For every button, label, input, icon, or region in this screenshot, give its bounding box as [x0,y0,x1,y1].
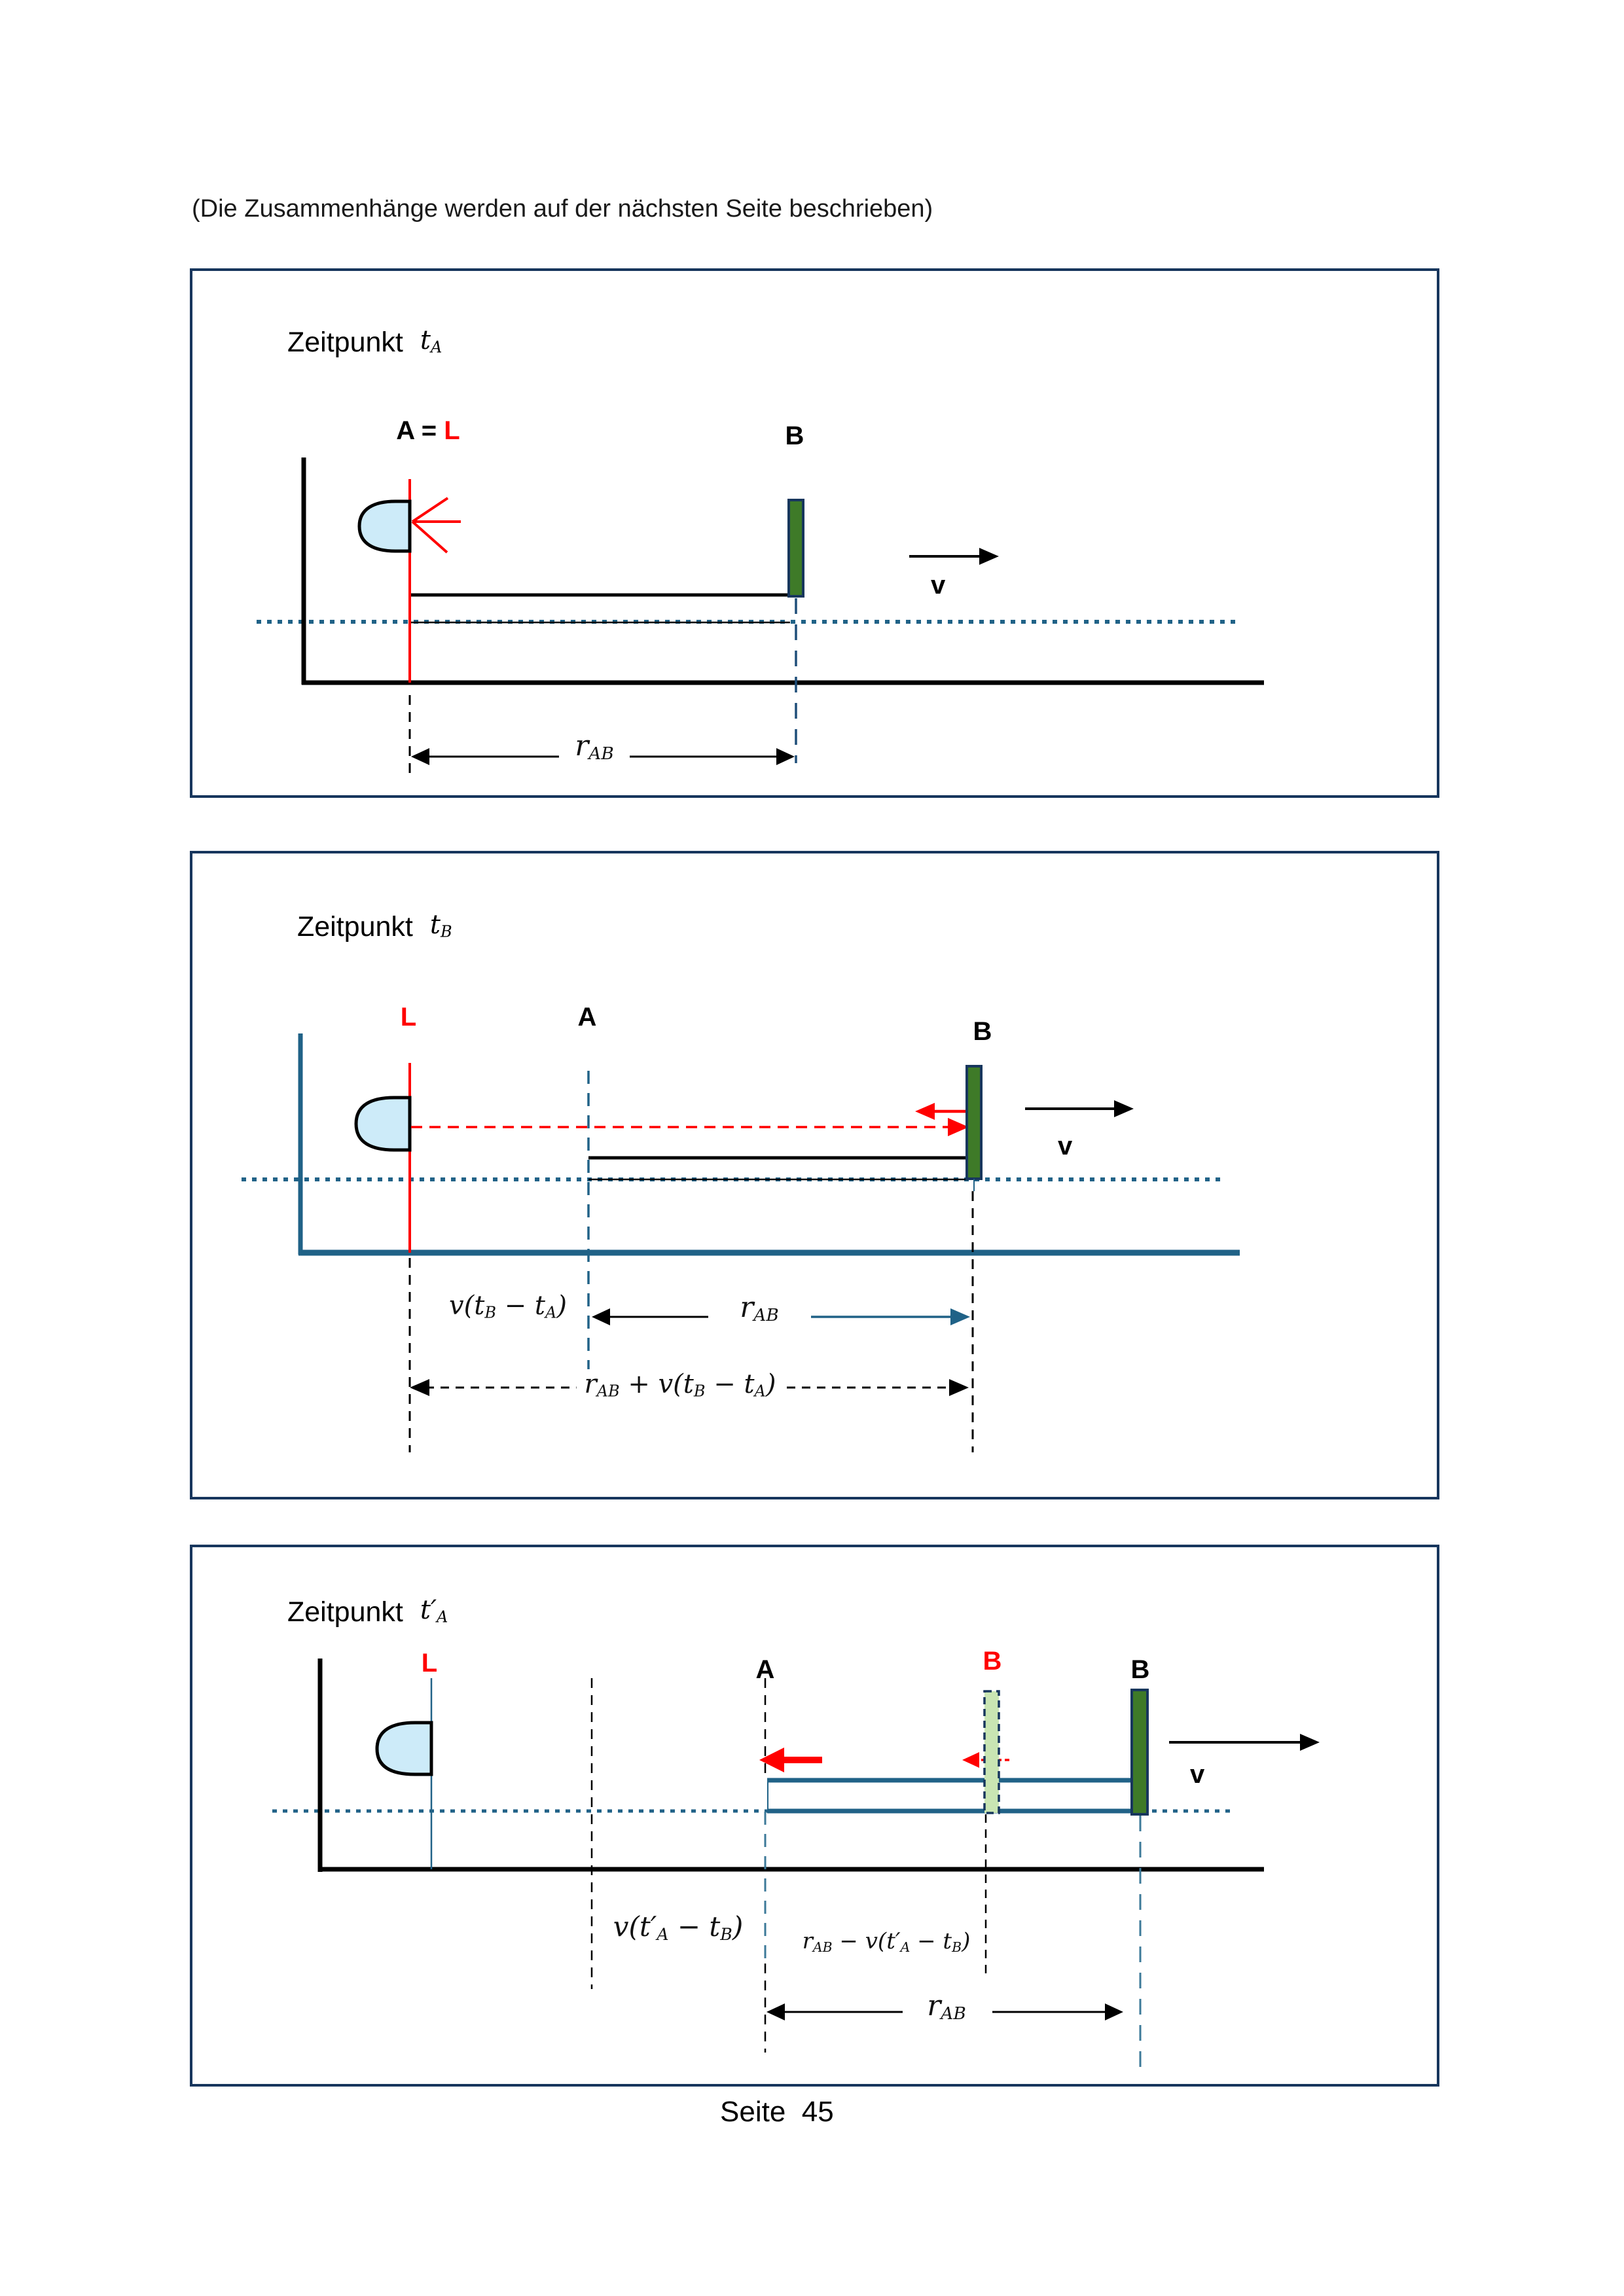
mirror-bar [787,499,804,598]
label-a: A = [396,416,444,445]
panel-time-ta: Zeitpunkt tA A = L B v rAB [190,268,1439,798]
mirror-bar [965,1065,983,1180]
label-b: B [973,1017,992,1046]
formula-reduced: rAB − v(t′A − tB) [802,1928,971,1955]
lamp-icon [357,499,412,553]
diagram-ta [257,457,1264,780]
mirror-bar-ghost [983,1690,1000,1814]
diagram-ta-prime [272,1659,1320,2071]
distance-arrow-rab [592,1308,970,1325]
lamp-icon [375,1721,433,1776]
light-beam-dashed-arrow [411,1118,969,1136]
formula-rab: rAB [740,1291,779,1326]
label-l: L [421,1649,438,1677]
label-b-text: B [785,422,804,450]
page-number: Seite 45 [720,2096,834,2128]
mirror-bar [1130,1689,1149,1816]
reflected-beam-arrow [915,1103,967,1120]
time-symbol: t′A [420,1595,448,1626]
distance-arrow-rab [411,748,795,765]
diagram-tb [242,1033,1240,1452]
label-a: A [755,1655,775,1684]
velocity-arrow [1169,1734,1320,1751]
panel-title: Zeitpunkt t′A [287,1595,448,1628]
label-l: L [400,1003,417,1031]
lamp-icon [354,1096,412,1152]
light-flash-icon [411,497,461,554]
label-velocity: v [1190,1760,1205,1789]
formula-total: rAB + v(tB − tA) [576,1369,784,1401]
panel-title-word: Zeitpunkt [297,911,413,942]
panel-time-tb: Zeitpunkt tB L A B v v(tB − tA) rAB rAB … [190,851,1439,1499]
label-b: B [1130,1655,1150,1684]
panel-title-word: Zeitpunkt [287,1596,403,1628]
time-symbol: tA [420,325,442,357]
velocity-arrow [1025,1100,1134,1117]
label-velocity: v [931,571,946,600]
arriving-light-arrow [759,1748,822,1772]
label-velocity: v [1058,1132,1073,1160]
panel-title: Zeitpunkt tA [287,325,442,359]
distance-arrow-rab [767,2003,1123,2020]
label-l: L [444,416,460,445]
formula-rab: rAB [575,729,614,764]
formula-shift: v(tB − tA) [449,1291,567,1322]
label-a: A [577,1003,597,1031]
label-a-equals-l: A = L [396,416,460,446]
formula-shift: v(t′A − tB) [613,1910,744,1944]
panel-title-word: Zeitpunkt [287,327,403,358]
formula-rab: rAB [927,1989,966,2024]
velocity-arrow [909,548,999,565]
time-symbol: tB [429,910,452,941]
top-note: (Die Zusammenhänge werden auf der nächst… [192,195,933,223]
panel-time-ta-prime: Zeitpunkt t′A L A B B v v(t′A − tB) rAB … [190,1545,1439,2087]
label-b-ghost: B [983,1647,1002,1676]
label-b: B [785,422,804,451]
panel-title: Zeitpunkt tB [297,910,452,943]
